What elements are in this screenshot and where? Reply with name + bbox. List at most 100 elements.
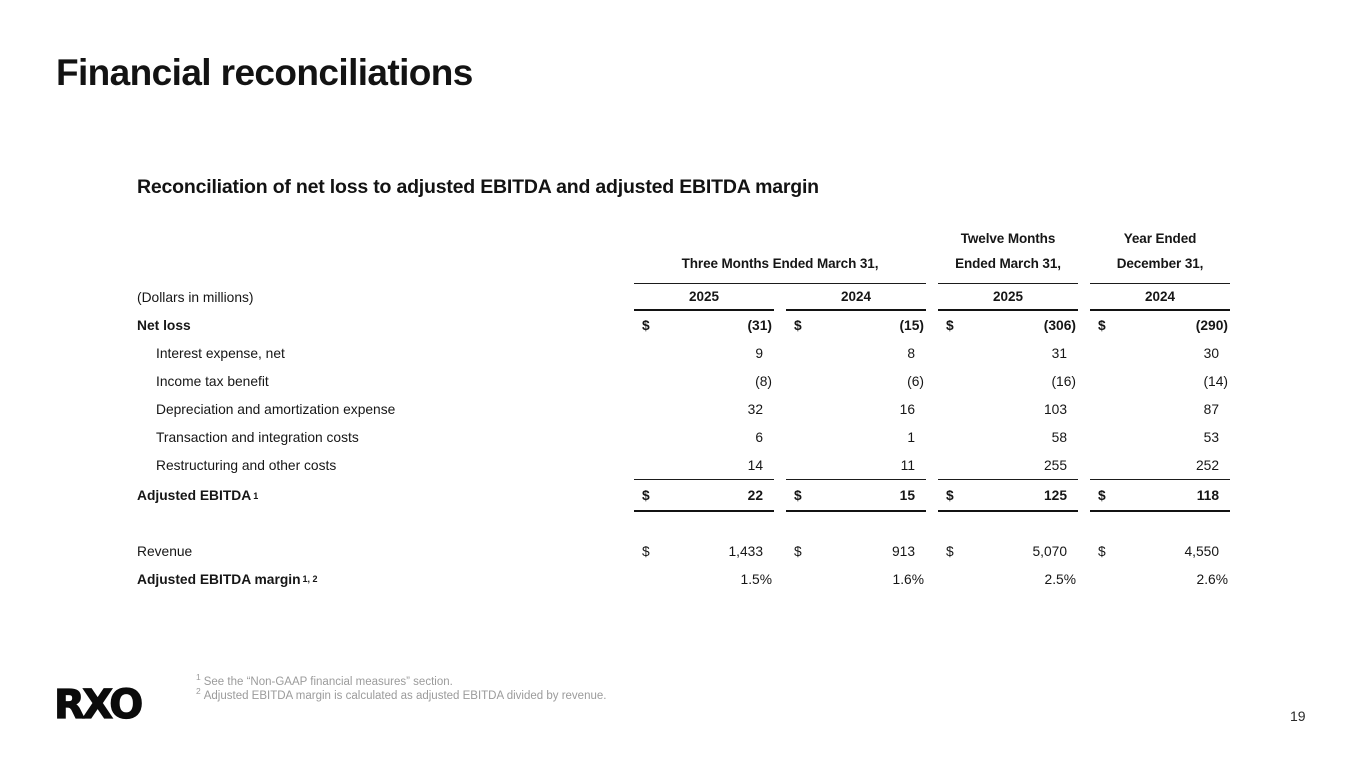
footnote-text: See the “Non-GAAP financial measures” se… — [203, 676, 453, 688]
year-header: 2024 — [786, 284, 926, 311]
value-cell: 1.6% — [786, 565, 926, 593]
value: 53 — [1203, 429, 1219, 445]
value-cell: 2.6% — [1090, 565, 1230, 593]
table-row: Interest expense, net 9 8 31 30 — [137, 339, 1233, 367]
row-label-cell: Revenue — [137, 544, 622, 559]
value-cell: 31 — [938, 339, 1078, 367]
footnote-line: 2 Adjusted EBITDA margin is calculated as… — [196, 686, 607, 704]
value: 913 — [891, 543, 915, 559]
dollar-sign: $ — [946, 317, 954, 333]
value-cell: (8) — [634, 367, 774, 395]
value-cell: $913 — [786, 537, 926, 565]
table-body: Net loss $ (31) $ (15) $ (306) $ (290) Interest e… — [137, 311, 1233, 512]
column-group-label: Year Ended — [1123, 231, 1197, 246]
value: 2.5% — [1044, 571, 1076, 587]
value-cell: $ (15) — [786, 311, 926, 339]
table-row: Depreciation and amortization expense 32 1… — [137, 395, 1233, 423]
page-title: Financial reconciliations — [56, 52, 473, 93]
value: 14 — [747, 457, 763, 473]
row-label-cell: Restructuring and other costs — [137, 458, 622, 473]
value-cell: 255 — [938, 451, 1078, 479]
value-cell: $125 — [938, 479, 1078, 512]
dollar-sign: $ — [946, 487, 954, 503]
page-number: 19 — [1290, 708, 1306, 724]
value: 125 — [1043, 487, 1067, 503]
table-row: Transaction and integration costs 6 1 58 53 — [137, 423, 1233, 451]
value-cell: 9 — [634, 339, 774, 367]
dollar-sign: $ — [794, 317, 802, 333]
value-cell: 1 — [786, 423, 926, 451]
row-label: Depreciation and amortization expense — [156, 401, 396, 417]
value: (15) — [899, 317, 924, 333]
value: 1,433 — [728, 543, 763, 559]
value-cell: 53 — [1090, 423, 1230, 451]
value: 15 — [899, 487, 915, 503]
row-label: Adjusted EBITDA — [137, 488, 252, 503]
value: 11 — [900, 457, 915, 473]
footnote-number: 1 — [196, 672, 201, 683]
value: 1 — [907, 429, 915, 445]
column-group-label: Three Months Ended March 31, — [681, 256, 879, 271]
value-cell: $1,433 — [634, 537, 774, 565]
value: 31 — [1051, 345, 1067, 361]
dollar-sign: $ — [946, 543, 954, 559]
value-cell: $5,070 — [938, 537, 1078, 565]
value-cell: $22 — [634, 479, 774, 512]
table-row: Revenue $1,433 $913 $5,070 $4,550 — [137, 537, 1233, 565]
dollar-sign: $ — [1098, 487, 1106, 503]
value-cell: 16 — [786, 395, 926, 423]
dollar-sign: $ — [642, 487, 650, 503]
value: (290) — [1195, 317, 1228, 333]
table-header-years: (Dollars in millions) 2025 2024 2025 2024 — [137, 284, 1233, 311]
value-cell: 11 — [786, 451, 926, 479]
footnotes: 1 See the “Non-GAAP financial measures” s… — [196, 673, 607, 704]
footnote-number: 2 — [196, 685, 201, 696]
dollar-sign: $ — [1098, 543, 1106, 559]
value: 87 — [1203, 401, 1219, 417]
row-label-cell: Adjusted EBITDA 1 — [137, 488, 259, 503]
value: 2.6% — [1196, 571, 1228, 587]
rxo-logo: RXO — [53, 681, 143, 728]
table-header-groups: Three Months Ended March 31, Twelve Month… — [137, 228, 1233, 284]
value: 32 — [747, 401, 763, 417]
value: 1.5% — [740, 571, 772, 587]
dollar-sign: $ — [1098, 317, 1106, 333]
table-row: Adjusted EBITDA 1 $22 $15 $125 $118 — [137, 479, 1233, 512]
row-label-cell: Interest expense, net — [137, 346, 622, 361]
value-cell: 252 — [1090, 451, 1230, 479]
table-row: Restructuring and other costs 14 11 255 252 — [137, 451, 1233, 479]
column-group-header: Twelve Months Ended March 31, — [938, 226, 1078, 284]
value: (14) — [1203, 373, 1228, 389]
row-label: Adjusted EBITDA margin — [137, 571, 301, 587]
value: (6) — [907, 373, 924, 389]
row-label: Restructuring and other costs — [156, 457, 337, 473]
table-row: Income tax benefit (8) (6) (16) (14) — [137, 367, 1233, 395]
value: 103 — [1043, 401, 1067, 417]
value: (31) — [747, 317, 772, 333]
value: 6 — [755, 429, 763, 445]
table-row: Adjusted EBITDA margin 1, 2 1.5% 1.6% 2.5% 2.… — [137, 565, 1233, 593]
value-cell: (14) — [1090, 367, 1230, 395]
table-summary: Revenue $1,433 $913 $5,070 $4,550 Adjusted EB… — [137, 537, 1233, 593]
value-cell: 14 — [634, 451, 774, 479]
footnote-text: Adjusted EBITDA margin is calculated as … — [203, 689, 607, 702]
value: 1.6% — [892, 571, 924, 587]
value: (16) — [1051, 373, 1076, 389]
row-label-cell: Depreciation and amortization expense — [137, 402, 622, 417]
value: 4,550 — [1184, 543, 1219, 559]
column-group-header: Three Months Ended March 31, — [634, 251, 926, 284]
value: 5,070 — [1032, 543, 1067, 559]
dollar-sign: $ — [642, 543, 650, 559]
dollar-sign: $ — [794, 543, 802, 559]
column-group-label: December 31, — [1116, 256, 1204, 271]
value-cell: 2.5% — [938, 565, 1078, 593]
row-label-cell: Adjusted EBITDA margin 1, 2 — [137, 571, 318, 587]
value-cell: 87 — [1090, 395, 1230, 423]
row-label: Net loss — [137, 317, 191, 333]
value: 58 — [1051, 429, 1067, 445]
dollar-sign: $ — [794, 487, 802, 503]
table-gap — [137, 512, 1233, 537]
dollar-sign: $ — [642, 317, 650, 333]
year-header: 2025 — [938, 284, 1078, 311]
value-cell: $4,550 — [1090, 537, 1230, 565]
